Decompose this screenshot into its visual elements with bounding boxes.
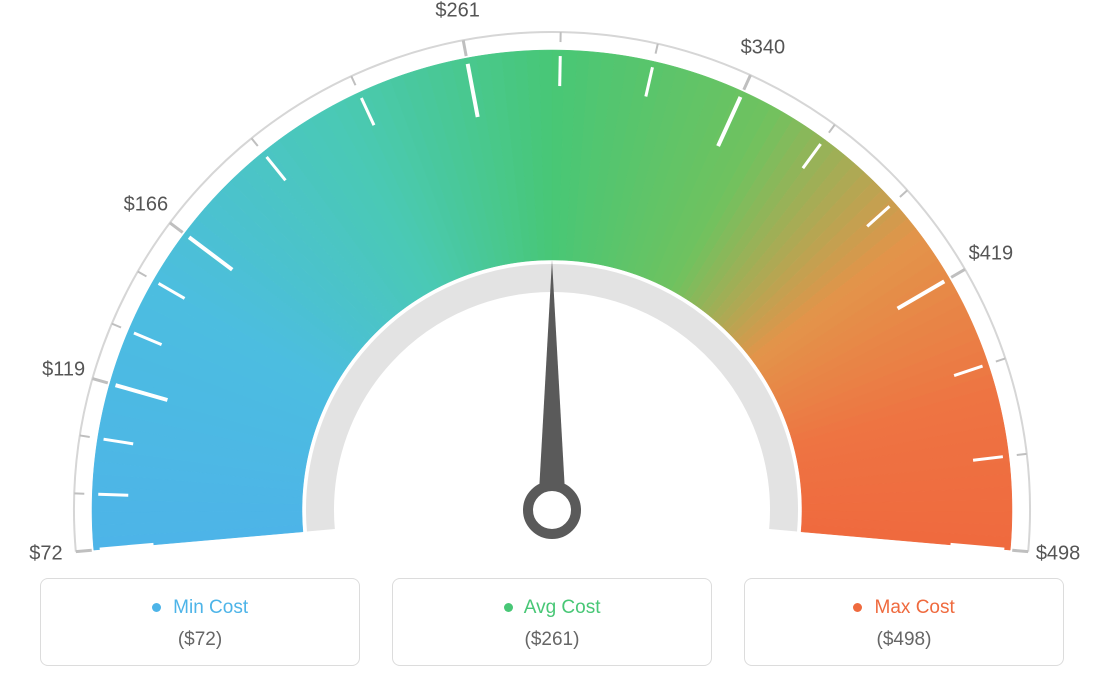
gauge-svg — [0, 0, 1104, 570]
gauge-tick-label: $340 — [741, 36, 786, 59]
gauge-needle-hub — [528, 486, 576, 534]
legend-card-avg: Avg Cost ($261) — [392, 578, 712, 666]
legend-avg-dot — [504, 603, 513, 612]
legend-min-title: Min Cost — [51, 597, 349, 619]
gauge-needle — [538, 260, 566, 510]
gauge-tick-label: $419 — [969, 243, 1014, 266]
gauge-tick-label: $166 — [124, 193, 169, 216]
legend-min-value: ($72) — [51, 629, 349, 651]
legend-avg-value: ($261) — [403, 629, 701, 651]
legend-avg-title: Avg Cost — [403, 597, 701, 619]
legend-min-label: Min Cost — [173, 597, 248, 618]
gauge-tick-label: $498 — [1036, 543, 1081, 566]
legend-max-title: Max Cost — [755, 597, 1053, 619]
legend-min-dot — [152, 603, 161, 612]
legend-card-max: Max Cost ($498) — [744, 578, 1064, 666]
legend-card-min: Min Cost ($72) — [40, 578, 360, 666]
gauge-chart-container: $72 $119 $166 $261 $340 $419 $498 Min Cost ($7… — [0, 0, 1104, 690]
gauge-tick-label: $119 — [42, 359, 85, 382]
legend-max-value: ($498) — [755, 629, 1053, 651]
gauge-tick-label: $261 — [435, 0, 480, 22]
legend-row: Min Cost ($72) Avg Cost ($261) Max Cost … — [40, 578, 1064, 666]
legend-avg-label: Avg Cost — [524, 597, 601, 618]
legend-max-dot — [853, 603, 862, 612]
legend-max-label: Max Cost — [875, 597, 955, 618]
gauge-tick-label: $72 — [29, 543, 62, 566]
